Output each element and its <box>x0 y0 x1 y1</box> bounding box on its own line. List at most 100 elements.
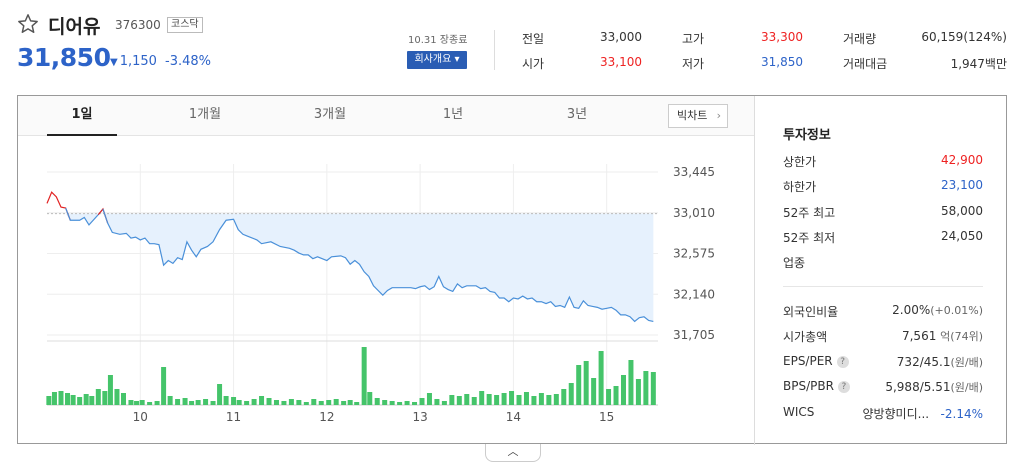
volume-bar <box>613 386 619 405</box>
volume-bar <box>244 401 250 405</box>
upper-limit-value: 42,900 <box>941 153 983 167</box>
volume-bar <box>382 400 388 405</box>
volume-bar <box>568 383 574 405</box>
volume-bar <box>449 395 455 405</box>
volume-bar <box>412 402 418 405</box>
x-tick-label: 13 <box>412 410 427 424</box>
wics-sector[interactable]: 양방향미디... <box>862 407 930 421</box>
help-icon[interactable]: ? <box>837 381 850 393</box>
as-of-time: 10.31 장종료 <box>408 35 468 46</box>
eps-per-value: 732/45.1(원/배) <box>897 354 983 370</box>
volume-bar <box>70 395 76 405</box>
volume-bar <box>46 396 52 405</box>
volume-bar <box>167 396 173 405</box>
eps-per-text: EPS/PER <box>783 354 833 368</box>
intraday-chart[interactable]: 33,445 33,010 32,575 32,140 31,705 10 11 12 13 14… <box>18 137 754 444</box>
volume-bar <box>583 361 589 405</box>
volume-bar <box>635 379 641 405</box>
tab-1d[interactable]: 1일 <box>47 96 117 136</box>
wics-change: -2.14% <box>940 407 983 421</box>
collapse-button[interactable]: ︿ <box>485 444 541 462</box>
volume-bar <box>576 365 582 405</box>
volume-bar <box>266 398 272 405</box>
x-tick-label: 14 <box>506 410 521 424</box>
volume-bar <box>128 400 134 405</box>
big-chart-button[interactable]: 빅차트 › <box>668 104 728 128</box>
tab-3y[interactable]: 3년 <box>566 107 588 122</box>
volume-bar <box>120 393 126 405</box>
volume-bar <box>479 391 485 405</box>
volume-bar <box>231 397 237 405</box>
market-cap-value: 7,561 억(74위) <box>902 328 983 344</box>
volume-bar <box>486 394 492 405</box>
volume-bar <box>58 391 64 405</box>
y-tick-label: 32,140 <box>673 287 715 301</box>
volume-bar <box>182 398 188 405</box>
bps-pbr-unit: (원/배) <box>950 381 983 394</box>
foreign-ratio-label: 외국인비율 <box>783 305 839 319</box>
volume-bar <box>281 401 287 405</box>
volume-bar <box>361 347 367 405</box>
volume-bar <box>77 397 83 405</box>
volume-value: 60,159(124%) <box>921 30 1007 44</box>
volume-bar <box>102 391 108 405</box>
open-value: 33,100 <box>600 55 642 69</box>
prev-close-label: 전일 <box>522 32 545 46</box>
volume-bar <box>154 401 160 405</box>
volume-bar <box>650 372 656 405</box>
volume-bar <box>404 401 410 405</box>
eps-per-unit: (원/배) <box>950 356 983 369</box>
invest-title: 투자정보 <box>783 128 831 143</box>
tab-3m[interactable]: 3개월 <box>313 107 347 122</box>
y-tick-label: 33,445 <box>673 165 715 179</box>
foreign-ratio-change: (+0.01%) <box>930 304 983 317</box>
volume-bar <box>426 393 432 405</box>
volume-bar <box>303 402 309 405</box>
help-icon[interactable]: ? <box>836 356 849 368</box>
volume-bar <box>606 389 612 405</box>
volume-bar <box>217 384 223 405</box>
volume-bar <box>114 389 120 405</box>
volume-bar <box>236 400 242 405</box>
price-line-up <box>46 191 71 221</box>
volume-bar <box>65 393 71 405</box>
period-tabs: 1일 1개월 3개월 1년 3년 빅차트 › <box>18 96 754 136</box>
volume-bar <box>223 396 229 405</box>
y-tick-label: 33,010 <box>673 206 715 220</box>
tab-1m[interactable]: 1개월 <box>188 107 222 122</box>
volume-bar <box>389 401 395 405</box>
bps-pbr-value: 5,988/5.51(원/배) <box>885 379 983 395</box>
divider <box>783 286 983 287</box>
bps-pbr: 5,988/5.51 <box>885 380 951 394</box>
company-overview-button[interactable]: 회사개요 ▾ <box>407 51 467 69</box>
prev-close-value: 33,000 <box>600 30 642 44</box>
x-tick-label: 15 <box>599 410 614 424</box>
price-change-value: 1,150 <box>119 54 157 69</box>
volume-bar <box>210 401 216 405</box>
volume-bar <box>441 401 447 405</box>
volume-bar <box>374 398 380 405</box>
volume-bar <box>347 400 353 405</box>
bps-pbr-label: BPS/PBR? <box>783 379 850 393</box>
amount-value: 1,947백만 <box>950 57 1007 71</box>
volume-bar <box>494 395 500 405</box>
volume-bar <box>139 400 145 405</box>
volume-bar <box>620 375 626 405</box>
y-tick-label: 31,705 <box>673 328 715 342</box>
favorite-star-icon[interactable] <box>17 13 39 35</box>
wics-value[interactable]: 양방향미디... -2.14% <box>862 405 983 422</box>
lower-limit-value: 23,100 <box>941 178 983 192</box>
y-tick-label: 32,575 <box>673 247 715 261</box>
volume-bar <box>134 401 140 405</box>
volume-bar <box>643 371 649 405</box>
market-cap-rank: (74위) <box>950 330 983 343</box>
lower-limit-label: 하한가 <box>783 180 817 194</box>
tab-1y[interactable]: 1년 <box>442 107 464 122</box>
volume-bar <box>273 400 279 405</box>
volume-bar <box>318 401 324 405</box>
price-change: ▼ 1,150 <box>110 54 157 69</box>
sector-label: 업종 <box>783 256 806 270</box>
w52-high-label: 52주 최고 <box>783 206 836 220</box>
volume-bar <box>367 392 373 405</box>
x-tick-label: 11 <box>226 410 241 424</box>
